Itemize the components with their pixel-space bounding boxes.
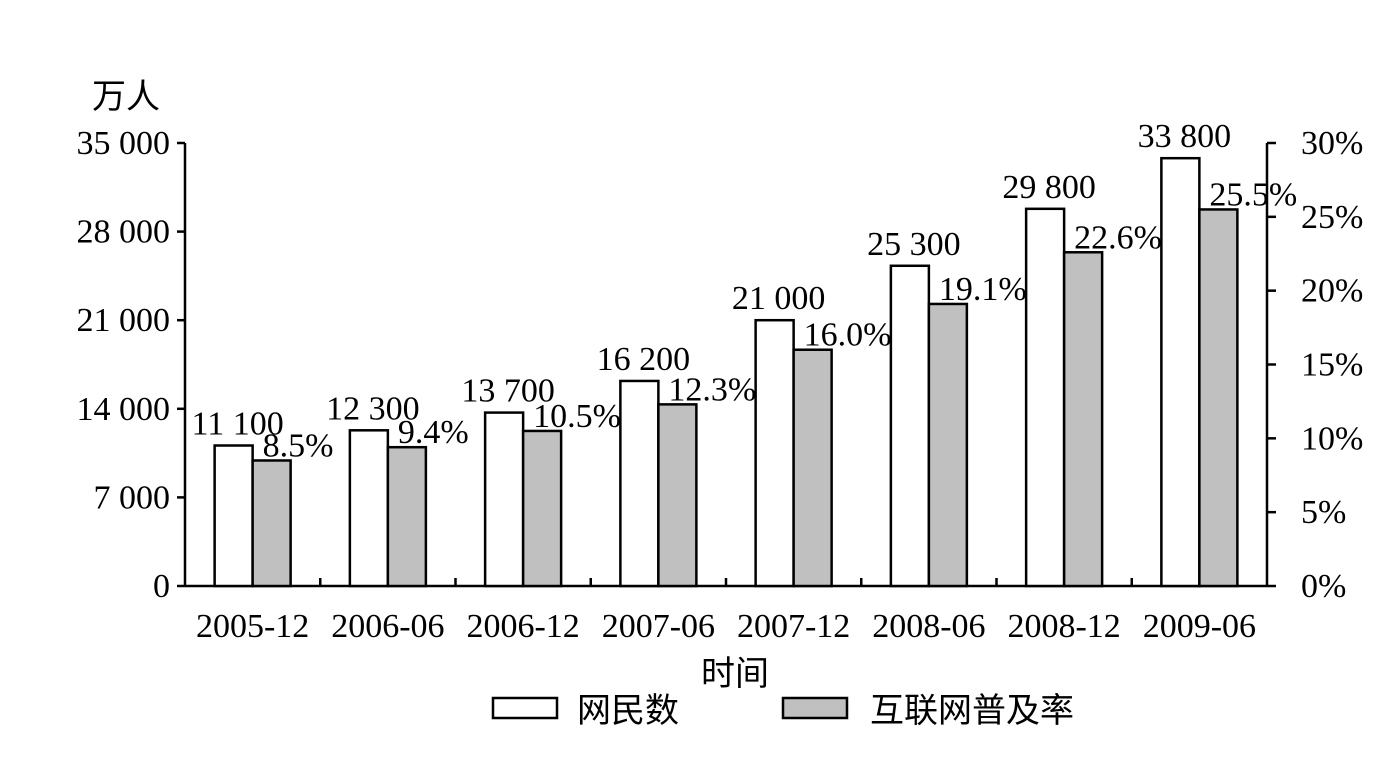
bar-internet-penetration — [521, 429, 563, 588]
legend: 网民数 互联网普及率 — [491, 691, 1074, 731]
data-label-internet-users: 16 200 — [597, 341, 691, 378]
bar-internet-users — [1024, 207, 1066, 588]
data-label-internet-penetration: 25.5% — [1209, 176, 1297, 213]
data-label-internet-penetration: 16.0% — [804, 317, 892, 354]
data-label-internet-users: 29 800 — [1002, 169, 1096, 206]
data-label-internet-penetration: 10.5% — [533, 398, 621, 435]
legend-label-penetration: 互联网普及率 — [870, 691, 1074, 731]
left-axis-unit: 万人 — [92, 77, 160, 117]
x-axis-tick-label: 2008-06 — [872, 608, 985, 645]
x-axis-tick-label: 2008-12 — [1007, 608, 1120, 645]
legend-swatch-users — [491, 696, 559, 720]
right-axis-tick-label: 25% — [1301, 199, 1363, 236]
right-axis-tick-label: 5% — [1301, 494, 1346, 531]
legend-label-users: 网民数 — [577, 691, 679, 731]
left-axis-tick-label: 7 000 — [94, 479, 171, 516]
left-axis-tick-label: 28 000 — [77, 214, 171, 251]
bar-internet-users — [619, 379, 660, 588]
left-axis-tick-label: 35 000 — [77, 125, 171, 162]
bar-internet-users — [213, 444, 254, 588]
x-axis-title: 时间 — [701, 654, 769, 694]
x-axis-tick-label: 2005-12 — [196, 608, 309, 645]
x-axis-tick-label: 2006-12 — [466, 608, 579, 645]
x-axis-tick-label: 2006-06 — [331, 608, 444, 645]
right-axis-tick-label: 10% — [1301, 420, 1363, 457]
bars — [213, 156, 1239, 588]
left-axis-tick-label: 21 000 — [77, 302, 171, 339]
bar-internet-penetration — [386, 445, 428, 588]
x-axis-tick-label: 2007-06 — [602, 608, 715, 645]
data-label-internet-penetration: 8.5% — [263, 427, 334, 464]
left-axis-tick-label: 0 — [153, 568, 170, 605]
bar-internet-users — [889, 264, 931, 588]
data-label-internet-users: 21 000 — [732, 280, 826, 317]
data-label-internet-users: 25 300 — [867, 226, 961, 263]
bar-internet-penetration — [1198, 208, 1239, 588]
left-y-axis: 0 7 000 14 000 21 000 28 000 35 000 — [77, 125, 187, 605]
data-label-internet-users: 11 100 — [192, 406, 284, 443]
right-axis-tick-label: 30% — [1301, 125, 1363, 162]
data-label-internet-penetration: 19.1% — [939, 271, 1027, 308]
data-label-internet-penetration: 22.6% — [1074, 219, 1162, 256]
data-label-internet-users: 13 700 — [461, 373, 555, 410]
legend-swatch-penetration — [781, 696, 849, 720]
bar-internet-penetration — [927, 302, 969, 588]
bar-internet-users — [483, 411, 525, 588]
bar-internet-users — [1160, 156, 1201, 588]
bar-internet-users — [754, 318, 795, 588]
x-axis-tick-label: 2009-06 — [1143, 608, 1256, 645]
data-label-internet-users: 33 800 — [1138, 118, 1232, 155]
right-axis-tick-label: 15% — [1301, 347, 1363, 384]
bar-internet-users — [348, 429, 390, 588]
right-axis-tick-label: 20% — [1301, 273, 1363, 310]
right-axis-tick-label: 0% — [1301, 568, 1346, 605]
right-y-axis: 0% 5% 10% 15% 20% 25% 30% — [1265, 125, 1363, 605]
bar-internet-penetration — [251, 459, 292, 588]
bar-internet-penetration — [1062, 251, 1104, 588]
left-axis-tick-label: 14 000 — [77, 391, 171, 428]
x-axis: 2005-12 2006-06 2006-12 2007-06 2007-12 2008-… — [185, 578, 1267, 645]
data-label-internet-penetration: 12.3% — [668, 371, 756, 408]
x-axis-tick-label: 2007-12 — [737, 608, 850, 645]
data-label-internet-users: 12 300 — [326, 390, 420, 427]
bar-internet-penetration — [657, 403, 698, 588]
bar-internet-penetration — [792, 348, 833, 588]
data-label-internet-penetration: 9.4% — [398, 414, 469, 451]
